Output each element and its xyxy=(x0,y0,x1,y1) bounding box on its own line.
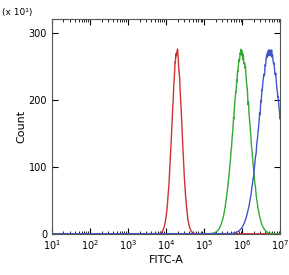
Y-axis label: Count: Count xyxy=(16,110,26,143)
X-axis label: FITC-A: FITC-A xyxy=(149,255,184,265)
Text: (x 10¹): (x 10¹) xyxy=(2,8,32,17)
